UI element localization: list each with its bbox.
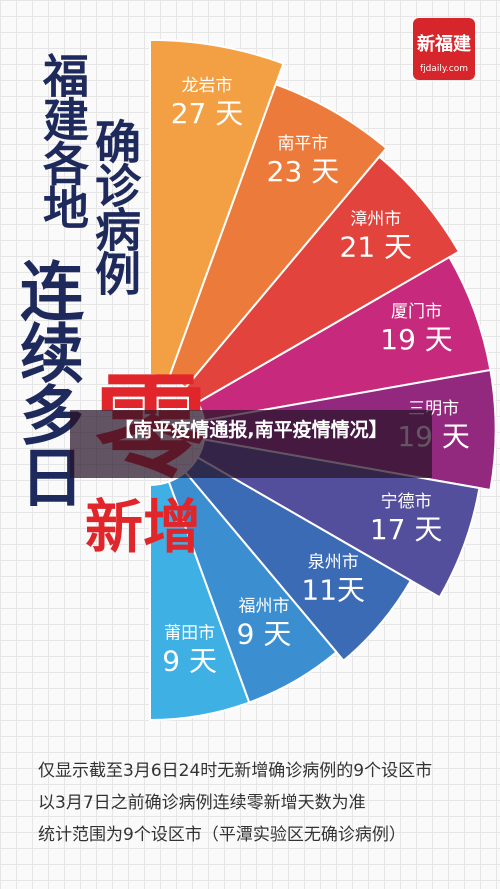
logo-name: 新福建 [417,34,471,55]
category-label: 宁德市 [381,492,432,512]
category-label: 漳州市 [350,210,401,230]
sector [183,155,461,404]
highlight-tail: 新增 [85,493,202,561]
sector [149,38,285,380]
value-label: 21 天 [340,231,413,264]
category-label: 福州市 [239,596,290,616]
value-label: 23 天 [267,155,340,188]
value-label: 9 天 [162,645,217,678]
value-label: 19 天 [380,323,453,356]
logo-url: fjdaily.com [419,64,469,74]
value-label: 11天 [301,574,365,607]
sector [167,83,388,390]
headline: 福建各地 [36,52,90,228]
headline: 确诊病例 [88,118,142,294]
value-label: 17 天 [370,513,443,546]
category-label: 泉州市 [308,553,359,573]
category-label: 南平市 [277,134,328,154]
note: 仅显示截至3月6日24时无新增确诊病例的9个设区市 [38,761,433,781]
category-label: 龙岩市 [181,76,232,96]
headline: 连续多日 [9,258,83,506]
value-label: 27 天 [171,97,244,130]
logo: 新福建 fjdaily.com [413,18,475,80]
value-label: 9 天 [237,617,292,650]
banner: 【南平疫情通报,南平疫情情况】 [70,410,432,478]
category-label: 厦门市 [391,302,442,322]
sector [149,480,251,722]
category-label: 莆田市 [164,624,215,644]
note: 以3月7日之前确诊病例连续零新增天数为准 [38,793,366,813]
note: 统计范围为9个设区市（平潭实验区无确诊病例） [38,825,406,845]
